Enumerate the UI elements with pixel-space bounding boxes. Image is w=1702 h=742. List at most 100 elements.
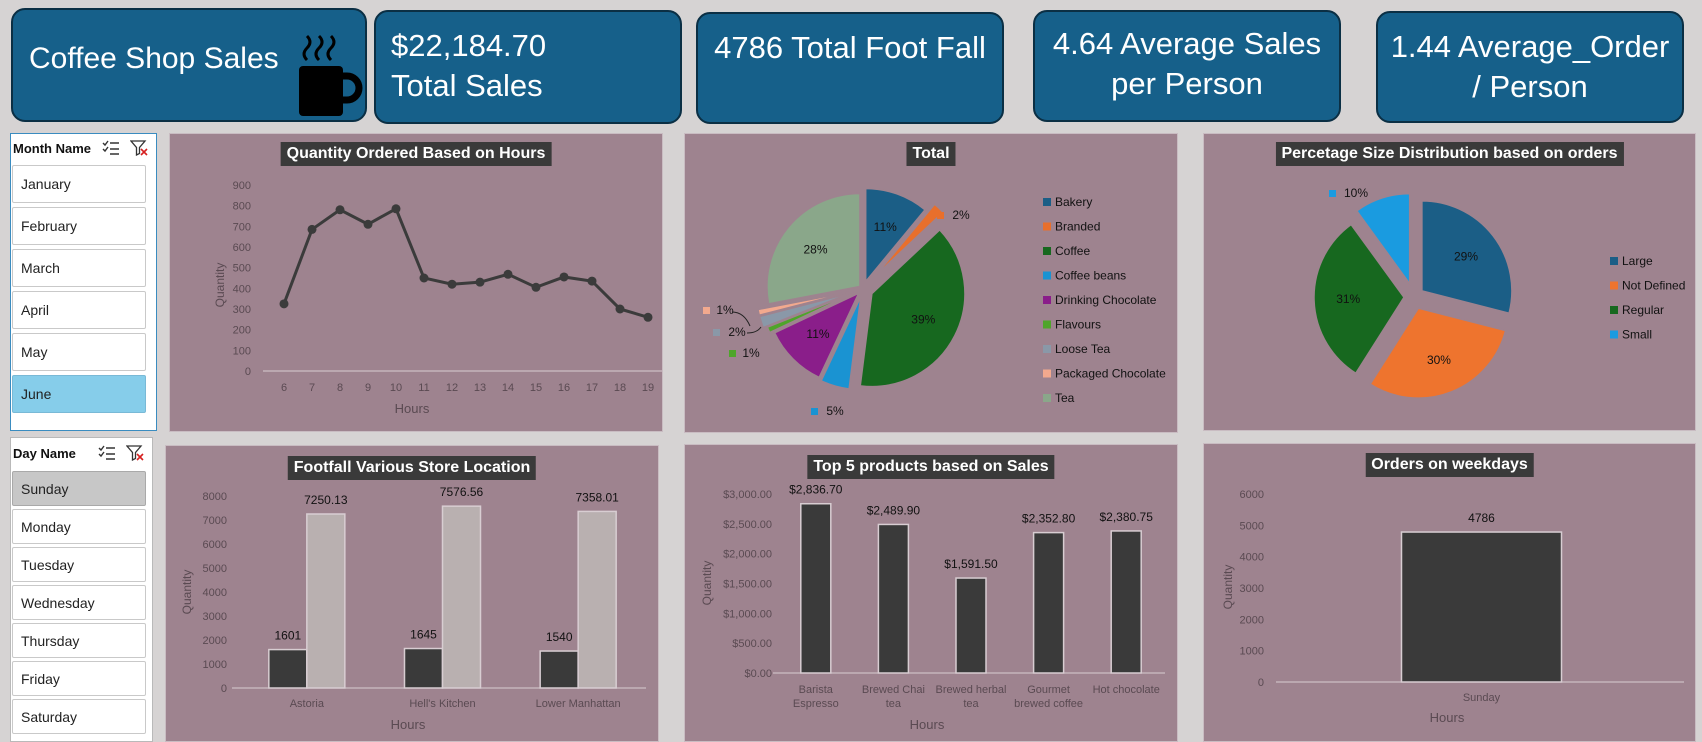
data-label: 1645 [410,628,437,642]
y-tick-label: 0 [221,683,227,695]
legend-entry: Not Defined [1622,279,1685,293]
legend-entry: Large [1622,254,1653,268]
slicer-item-may[interactable]: May [12,333,146,371]
data-label: $1,591.50 [944,557,998,571]
bar [539,650,579,689]
x-tick-label: 11 [418,382,429,394]
y-tick-label: 700 [233,221,251,233]
pie-slice [1355,192,1411,286]
legend-swatch [1043,296,1051,304]
clear-filter-icon[interactable] [130,140,148,156]
data-label: 1% [716,303,734,317]
kpi-title-card: Coffee Shop Sales [11,8,367,122]
total-footfall: 4786 Total Foot Fall [714,30,986,65]
x-tick-label: 13 [474,382,486,394]
store-footfall-chart: Footfall Various Store Location 0 1000 200… [165,445,659,742]
bar [577,510,617,689]
y-tick-label: 200 [233,325,251,337]
data-label-swatch [1329,190,1336,197]
data-label: 10% [1344,186,1368,200]
data-label: 39% [911,313,935,327]
data-label: 29% [1454,250,1478,264]
slicer-item-june[interactable]: June [12,375,146,413]
legend-swatch [1610,281,1618,290]
data-label-swatch [729,350,736,357]
data-label: 7250.13 [304,493,348,507]
data-label-swatch [713,329,720,336]
pie-slice [820,296,862,390]
slicer-item-february[interactable]: February [12,207,146,245]
y-tick-label: 4000 [1240,552,1264,564]
slicer-item-tuesday[interactable]: Tuesday [12,547,146,582]
pie-slice [1421,200,1513,315]
x-tick-label: Espresso [793,698,839,710]
slicer-item-thursday[interactable]: Thursday [12,623,146,658]
data-label: 2% [952,208,970,222]
y-tick-label: 2000 [1240,614,1264,626]
hourly-quantity-chart: Quantity Ordered Based on Hours 0 100 200 3… [169,133,663,432]
bar [268,648,308,689]
slicer-item-monday[interactable]: Monday [12,509,146,544]
y-tick-label: $1,000.00 [723,608,772,620]
chart-title: Orders on weekdays [1365,453,1534,477]
y-tick-label: 3000 [1240,583,1264,595]
legend-swatch [1610,306,1618,314]
data-point [419,273,429,283]
x-tick-label: 8 [337,382,343,394]
clear-filter-icon[interactable] [126,445,144,461]
data-label: 7358.01 [575,490,619,504]
data-point [307,224,317,234]
data-label: 30% [1427,353,1451,367]
pie-slice [766,192,861,305]
data-point [615,304,625,314]
data-point [279,299,289,309]
slicer-item-january[interactable]: January [12,165,146,203]
data-label: $2,380.75 [1100,510,1154,524]
legend-swatch [1610,330,1618,339]
leader-line [731,311,751,327]
legend-entry: Packaged Chocolate [1055,367,1166,381]
slicer-item-sunday[interactable]: Sunday [12,471,146,506]
chart-title: Total [906,142,956,166]
data-label: 28% [803,243,827,257]
month-slicer: Month Name January February March April … [10,133,157,431]
y-tick-label: $1,500.00 [723,579,772,591]
y-tick-label: 6000 [203,539,227,551]
slicer-item-march[interactable]: March [12,249,146,287]
data-point [503,269,513,279]
x-tick-label: 6 [281,382,287,394]
slicer-item-april[interactable]: April [12,291,146,329]
legend-entry: Branded [1055,220,1100,234]
slicer-item-saturday[interactable]: Saturday [12,699,146,734]
y-tick-label: 100 [233,345,251,357]
y-tick-label: 300 [233,304,251,316]
x-tick-label: 15 [530,382,542,394]
multi-select-icon[interactable] [98,445,116,461]
y-axis-label: Quantity [213,263,227,308]
x-tick-label: brewed coffee [1014,698,1083,710]
dashboard-title: Coffee Shop Sales [29,42,279,75]
legend-entry: Regular [1622,303,1664,317]
data-label: 11% [874,220,897,234]
average-sales-line1: 4.64 Average Sales [1052,26,1322,61]
data-label: 7576.56 [440,485,484,499]
multi-select-icon[interactable] [102,140,120,156]
slicer-item-wednesday[interactable]: Wednesday [12,585,146,620]
y-tick-label: 5000 [203,563,227,575]
category-pie-chart: Total 11% 2% 39% 5% 11% 1% 2% 1% 28% Bakery Brande… [684,133,1178,433]
slicer-item-friday[interactable]: Friday [12,661,146,696]
data-label: $2,836.70 [789,483,843,497]
y-tick-label: 800 [233,201,251,213]
pie-slice [859,228,966,388]
bar [1110,530,1142,674]
kpi-footfall: 4786 Total Foot Fall [696,12,1004,124]
pie-slice [766,292,855,334]
y-axis-label: Quantity [700,561,714,606]
legend-swatch [1043,222,1051,231]
legend-entry: Small [1622,328,1652,342]
x-tick-label: Lower Manhattan [536,698,621,710]
data-label-swatch [703,307,710,314]
y-tick-label: 7000 [203,515,227,527]
legend-swatch [1043,369,1051,378]
legend-entry: Tea [1055,391,1075,405]
